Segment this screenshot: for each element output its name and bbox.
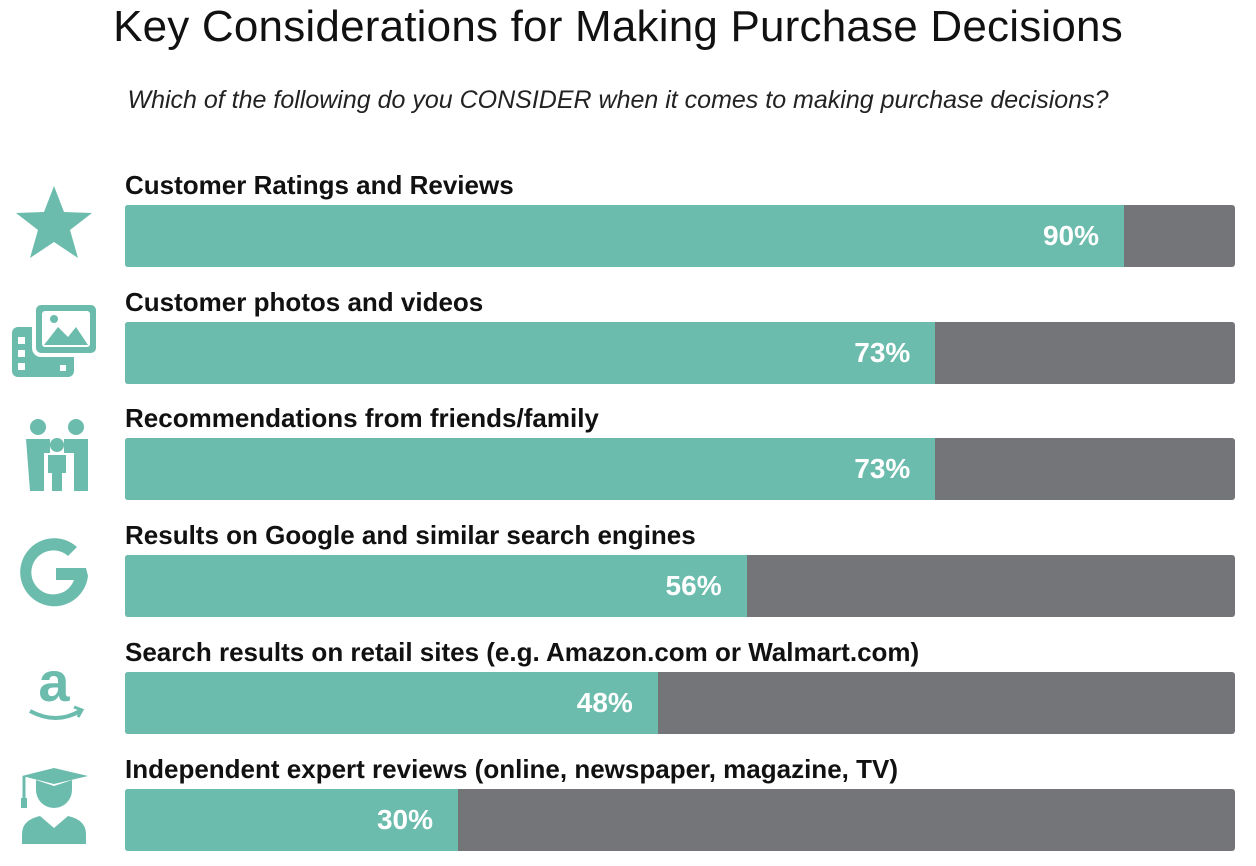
google-icon xyxy=(8,530,100,614)
category-label: Customer Ratings and Reviews xyxy=(125,170,514,200)
bar xyxy=(125,555,747,618)
star-icon xyxy=(8,180,100,264)
graduate-icon xyxy=(8,764,100,848)
value-label: 73% xyxy=(854,453,911,485)
value-label: 48% xyxy=(576,686,633,718)
bar-row: a Search results on retail sites (e.g. A… xyxy=(0,636,1256,749)
bar-row: Customer Ratings and Reviews 90% xyxy=(0,170,1256,282)
value-label: 56% xyxy=(665,570,722,602)
bar-track: 30% xyxy=(125,788,1235,851)
bar-track: 48% xyxy=(125,671,1235,734)
svg-text:a: a xyxy=(38,650,70,713)
bar-track: 56% xyxy=(125,555,1235,618)
bar-row: Customer photos and videos 73% xyxy=(0,286,1256,399)
photos-videos-icon xyxy=(8,297,100,381)
bar xyxy=(125,788,458,851)
bar-row: Independent expert reviews (online, news… xyxy=(0,753,1256,866)
chart-title: Key Considerations for Making Purchase D… xyxy=(113,2,1123,51)
value-label: 73% xyxy=(854,336,911,368)
bar-row: Recommendations from friends/family 73% xyxy=(0,403,1256,515)
category-label: Results on Google and similar search eng… xyxy=(125,520,696,551)
value-label: 30% xyxy=(376,803,433,835)
bar-row: Results on Google and similar search eng… xyxy=(0,520,1256,632)
bar-track: 73% xyxy=(125,321,1235,384)
bar-track: 73% xyxy=(125,438,1235,501)
bar xyxy=(125,438,936,501)
family-icon xyxy=(8,413,100,497)
category-label: Search results on retail sites (e.g. Ama… xyxy=(125,636,920,667)
bar xyxy=(125,671,658,734)
category-label: Recommendations from friends/family xyxy=(125,403,599,434)
value-label: 90% xyxy=(1042,220,1099,251)
bar xyxy=(125,205,1124,267)
bar xyxy=(125,321,936,384)
chart-subtitle: Which of the following do you CONSIDER w… xyxy=(127,86,1109,114)
amazon-icon: a xyxy=(8,647,100,731)
bar-track: 90% xyxy=(125,205,1235,267)
category-label: Independent expert reviews (online, news… xyxy=(125,753,898,784)
category-label: Customer photos and videos xyxy=(125,286,484,317)
